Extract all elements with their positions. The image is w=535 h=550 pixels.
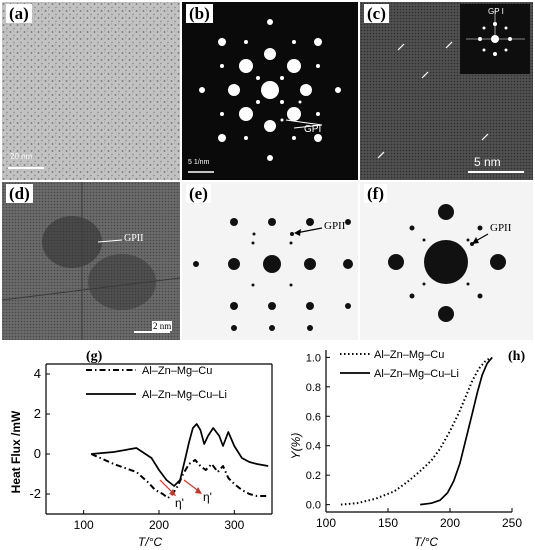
y-tick-label: 4 — [34, 366, 41, 381]
x-tick-label: 300 — [224, 518, 244, 532]
eta-label-1: η' — [175, 496, 184, 510]
chart-ticks: 100 150 200 250 0.0 0.2 0.4 0.6 0.8 1.0 — [306, 352, 523, 530]
panel-c-hrtem: (c) GP I 5 nm — [360, 2, 533, 180]
legend-label-series-2: Al–Zn–Mg–Cu–Li — [374, 368, 459, 380]
scale-bar-label: 20 nm — [10, 152, 33, 161]
y-tick-label: 0.4 — [306, 441, 321, 453]
legend-label-series-1: Al–Zn–Mg–Cu — [374, 349, 444, 361]
chart-ticks: 100 200 300 4 2 0 -2 — [29, 366, 244, 532]
panel-b-pattern — [188, 19, 341, 173]
y-tick-label: 0.2 — [306, 470, 321, 482]
y-axis-label: Y(%) — [289, 433, 303, 460]
y-tick-label: 0.6 — [306, 411, 321, 423]
scale-bar-label: 5 nm — [474, 155, 501, 169]
x-tick-label: 150 — [378, 516, 398, 530]
x-axis-label: T/°C — [414, 535, 438, 549]
eta-label-2: η' — [203, 490, 212, 504]
gpii-annotation: GPII — [324, 220, 346, 232]
scale-bar-label: 2 nm — [152, 321, 173, 331]
series-line-1 — [90, 453, 269, 499]
series-line-2 — [91, 423, 269, 487]
y-tick-label: 0.8 — [306, 382, 321, 394]
chart-panel-label: (h) — [508, 349, 525, 364]
chart-panel-label: (g) — [86, 349, 103, 364]
x-tick-label: 250 — [502, 516, 522, 530]
panel-f-diffraction: (f) GPII — [360, 182, 533, 340]
chart-axes — [45, 363, 273, 515]
chart-series — [340, 356, 493, 506]
panel-label: (e) — [186, 184, 211, 203]
y-tick-label: 1.0 — [306, 352, 321, 364]
panel-a-micrograph — [2, 2, 180, 180]
y-tick-label: -2 — [29, 486, 41, 501]
x-tick-label: 100 — [74, 518, 94, 532]
inset-annotation: GP I — [488, 7, 504, 16]
gpi-annotation: GPI — [304, 124, 322, 135]
panel-label: (c) — [364, 4, 389, 23]
panel-d-micrograph — [2, 182, 180, 340]
y-axis-label: Heat Flux /mW — [9, 410, 23, 493]
dsc-chart: 100 200 300 4 2 0 -2 (g) Heat Flux /mW T/°C Al… — [9, 349, 273, 549]
panel-label: (f) — [364, 184, 387, 203]
panel-d-hrtem: (d) GPII 2 nm — [2, 182, 180, 340]
panel-label: (b) — [186, 4, 213, 23]
panel-c-micrograph — [360, 2, 533, 180]
x-tick-label: 200 — [149, 518, 169, 532]
gpii-annotation: GPII — [124, 233, 144, 244]
x-axis-label: T/°C — [138, 535, 162, 549]
panel-e-diffraction: (e) GPII — [182, 182, 358, 340]
y-tick-label: 0 — [34, 446, 41, 461]
panel-a-tem-image: (a) 20 nm — [2, 2, 180, 180]
gpii-annotation: GPII — [490, 222, 512, 234]
legend-label-series-2: Al–Zn–Mg–Cu–Li — [142, 389, 227, 401]
panel-label: (a) — [6, 4, 32, 23]
panel-b-diffraction: (b) GPI 5 1/nm — [182, 2, 358, 180]
chart-series — [90, 423, 269, 499]
y-tick-label: 2 — [34, 406, 41, 421]
x-tick-label: 100 — [316, 516, 336, 530]
series-line-2 — [420, 356, 493, 506]
scale-bar-label: 5 1/nm — [188, 159, 210, 166]
panel-label: (d) — [6, 184, 33, 203]
panel-f-pattern — [388, 204, 506, 322]
x-tick-label: 200 — [440, 516, 460, 530]
legend-label-series-1: Al–Zn–Mg–Cu — [142, 365, 212, 377]
panel-e-pattern — [193, 218, 353, 331]
y-tick-label: 0.0 — [306, 500, 321, 512]
chart-axes — [325, 350, 512, 513]
